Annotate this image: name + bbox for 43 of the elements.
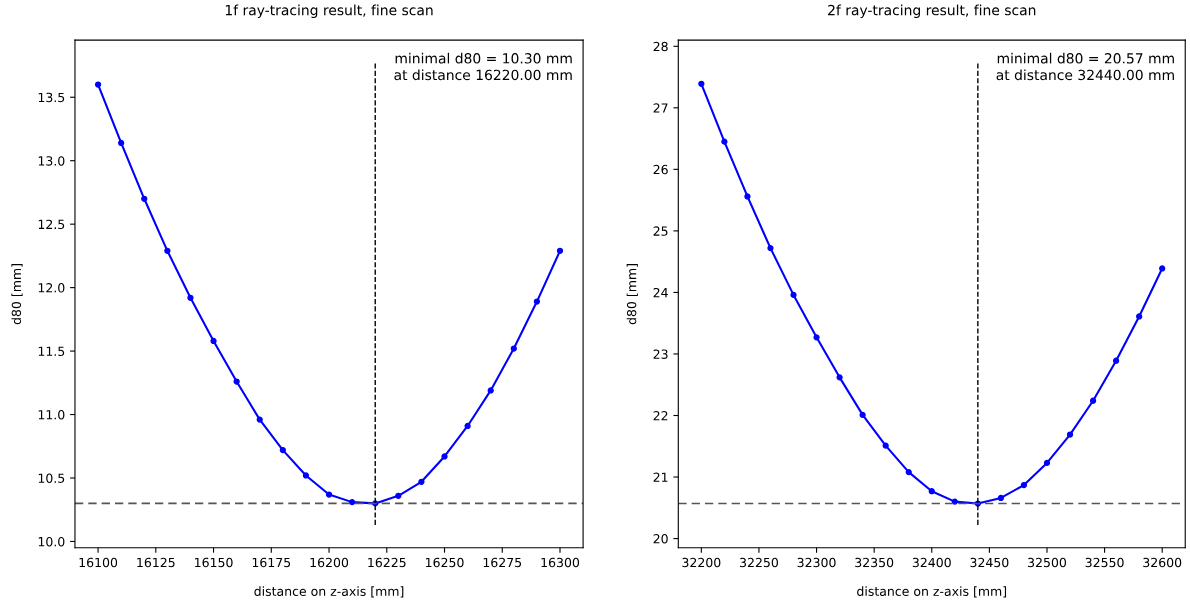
- x-tick-label: 32500: [1028, 557, 1067, 568]
- x-axis-title: distance on z-axis [mm]: [254, 586, 404, 598]
- y-tick-label: 22: [653, 410, 668, 421]
- y-tick-label: 28: [653, 41, 668, 52]
- y-tick-label: 12.5: [38, 219, 65, 230]
- y-tick-label: 26: [653, 164, 668, 175]
- y-tick-label: 24: [653, 287, 668, 298]
- x-tick-label: 16100: [79, 557, 118, 568]
- x-tick-label: 16175: [252, 557, 291, 568]
- y-tick-label: 13.5: [38, 92, 65, 103]
- y-tick-label: 12.0: [38, 283, 65, 293]
- x-tick-label: 16150: [195, 557, 233, 568]
- x-tick-label: 32400: [912, 557, 951, 568]
- y-tick-label: 27: [653, 103, 668, 113]
- x-axis-title: distance on z-axis [mm]: [857, 586, 1007, 598]
- x-tick-label: 16300: [541, 557, 580, 568]
- chart-title: 1f ray-tracing result, fine scan: [225, 4, 433, 19]
- x-tick-label: 32600: [1143, 557, 1182, 568]
- y-axis-title: d80 [mm]: [626, 264, 638, 325]
- chart-title: 2f ray-tracing result, fine scan: [828, 4, 1036, 19]
- x-tick-label: 32300: [797, 557, 836, 568]
- x-tick-label: 32250: [740, 557, 778, 568]
- x-tick-label: 16275: [483, 557, 522, 568]
- x-tick-label: 16250: [426, 557, 464, 568]
- x-tick-label: 32200: [682, 557, 721, 568]
- x-tick-label: 16200: [310, 557, 349, 568]
- x-tick-label: 32450: [970, 557, 1009, 568]
- y-axis-title: d80 [mm]: [11, 264, 23, 325]
- x-tick-label: 32350: [855, 557, 894, 568]
- y-tick-label: 10.0: [38, 536, 65, 547]
- y-tick-label: 20: [653, 534, 668, 544]
- x-tick-label: 16225: [368, 557, 406, 568]
- y-tick-label: 10.5: [38, 473, 65, 483]
- y-tick-label: 25: [653, 226, 668, 236]
- y-tick-label: 21: [653, 472, 668, 482]
- x-tick-label: 32550: [1085, 557, 1124, 568]
- annotation: minimal d80 = 10.30 mm at distance 16220.00 mm: [394, 52, 572, 81]
- x-tick-label: 16125: [137, 557, 175, 568]
- y-tick-label: 11.0: [38, 410, 65, 420]
- y-tick-label: 13.0: [38, 156, 65, 166]
- y-tick-label: 23: [653, 349, 668, 359]
- y-tick-label: 11.5: [38, 346, 65, 357]
- annotation: minimal d80 = 20.57 mm at distance 32440.00 mm: [996, 52, 1174, 81]
